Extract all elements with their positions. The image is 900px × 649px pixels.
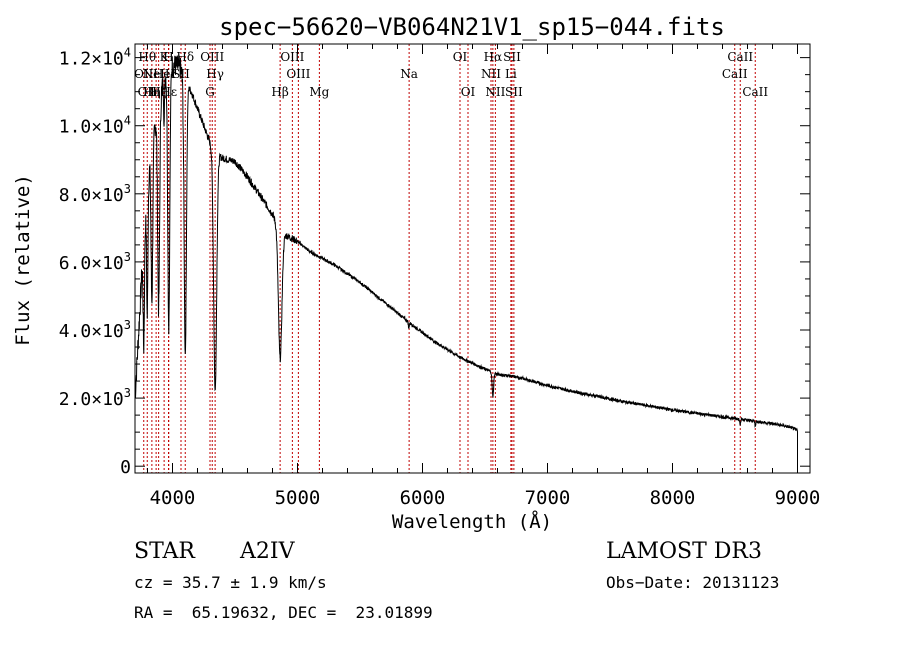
spectrum-line bbox=[134, 55, 798, 467]
marker-label: Hβ bbox=[271, 85, 288, 99]
marker-label: CaII bbox=[722, 67, 748, 81]
marker-label: OIII bbox=[200, 50, 224, 64]
x-tick-label: 9000 bbox=[775, 487, 821, 509]
marker-label: Mg bbox=[309, 85, 329, 99]
marker-label: CaII bbox=[742, 85, 768, 99]
marker-label: Li bbox=[505, 67, 517, 81]
marker-label: Na bbox=[400, 67, 418, 81]
marker-label: OII bbox=[138, 85, 158, 99]
y-tick-label: 1.0×104 bbox=[59, 114, 131, 138]
y-tick-label: 2.0×103 bbox=[59, 386, 131, 410]
marker-label: SII bbox=[503, 50, 521, 64]
chart-title: spec−56620−VB064N21V1_sp15−044.fits bbox=[219, 13, 725, 41]
marker-label: Hγ bbox=[206, 67, 224, 81]
marker-label: OI bbox=[453, 50, 468, 64]
marker-label: NII bbox=[481, 67, 501, 81]
line-markers bbox=[143, 44, 756, 473]
line-marker-labels: OIIHθOIIHηNeIIHζKHeIHHεSIIHδGOIIIHγHβOII… bbox=[134, 50, 768, 99]
obs-date-text: Obs−Date: 20131123 bbox=[606, 573, 780, 592]
y-tick-label: 8.0×103 bbox=[59, 182, 131, 206]
x-tick-label: 6000 bbox=[400, 487, 446, 509]
marker-label: G bbox=[205, 85, 215, 99]
marker-label: OIII bbox=[286, 67, 310, 81]
marker-label: SII bbox=[505, 85, 523, 99]
marker-label: OI bbox=[461, 85, 476, 99]
marker-label: NII bbox=[485, 85, 505, 99]
y-tick-label: 6.0×103 bbox=[59, 250, 131, 274]
marker-label: OIII bbox=[280, 50, 304, 64]
marker-label: Hη bbox=[143, 85, 161, 99]
spectral-subclass: A2IV bbox=[240, 539, 295, 564]
y-axis-label: Flux (relative) bbox=[12, 174, 34, 346]
x-tick-label: 8000 bbox=[650, 487, 696, 509]
marker-label: Hθ bbox=[138, 50, 156, 64]
x-axis-label: Wavelength (Å) bbox=[392, 510, 552, 533]
marker-label: HeI bbox=[153, 67, 176, 81]
x-tick-label: 5000 bbox=[275, 487, 321, 509]
marker-label: OII bbox=[134, 67, 154, 81]
redshift-text: cz = 35.7 ± 1.9 km/s bbox=[134, 573, 327, 592]
marker-label: H bbox=[163, 50, 173, 64]
survey-name: LAMOST DR3 bbox=[606, 539, 762, 564]
x-axis-ticks: 4000 5000 6000 7000 8000 9000 bbox=[147, 44, 821, 509]
plot-frame bbox=[134, 43, 811, 474]
y-tick-label: 1.2×104 bbox=[59, 46, 131, 70]
coordinates-text: RA = 65.19632, DEC = 23.01899 bbox=[134, 603, 433, 622]
y-tick-label: 4.0×103 bbox=[59, 318, 131, 342]
marker-label: K bbox=[160, 50, 170, 64]
x-tick-label: 4000 bbox=[150, 487, 196, 509]
y-axis-ticks: 0 2.0×103 4.0×103 6.0×103 8.0×103 1.0×104 1.2×… bbox=[59, 46, 810, 478]
object-class: STAR bbox=[134, 539, 195, 564]
spectrum-chart: spec−56620−VB064N21V1_sp15−044.fits OIIH… bbox=[12, 13, 821, 533]
marker-label: CaII bbox=[727, 50, 753, 64]
y-tick-label: 0 bbox=[120, 457, 131, 478]
x-tick-label: 7000 bbox=[525, 487, 571, 509]
marker-label: Hα bbox=[484, 50, 503, 64]
